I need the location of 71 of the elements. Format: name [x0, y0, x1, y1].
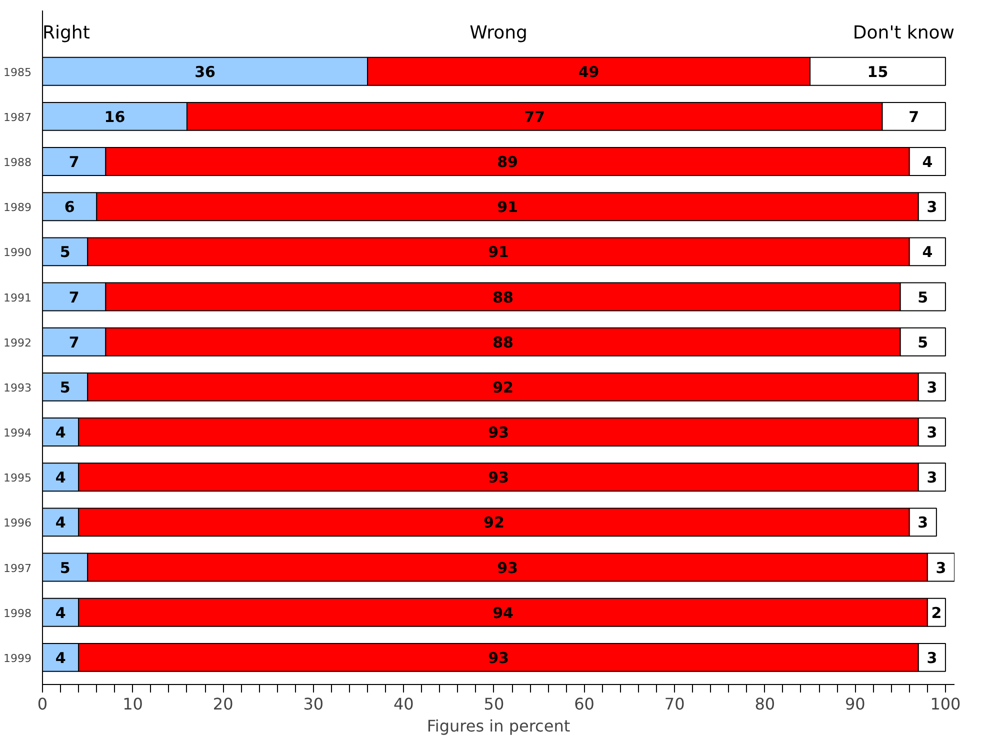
- data-label: 93: [488, 468, 509, 487]
- data-label: 92: [484, 514, 504, 532]
- data-label: 77: [524, 108, 546, 126]
- data-label: 92: [492, 378, 514, 396]
- x-axis-title: Figures in percent: [426, 716, 570, 736]
- data-label: 36: [194, 62, 216, 81]
- series-label: Right: [42, 22, 90, 44]
- data-label: 4: [55, 468, 66, 487]
- y-tick-label: 1991: [4, 291, 32, 304]
- data-label: 7: [908, 108, 920, 126]
- data-label: 94: [492, 604, 514, 622]
- data-label: 93: [497, 558, 518, 577]
- data-label: 93: [488, 424, 509, 442]
- y-tick-label: 1987: [4, 110, 32, 124]
- data-label: 4: [922, 243, 933, 262]
- x-tick-label: 80: [754, 694, 776, 714]
- y-tick-label: 1988: [4, 156, 32, 170]
- data-label: 3: [926, 198, 938, 216]
- y-tick-label: 1992: [4, 336, 32, 350]
- data-label: 49: [578, 62, 600, 81]
- y-tick-label: 1996: [4, 516, 32, 530]
- data-label: 88: [492, 333, 514, 352]
- data-label: 3: [926, 378, 938, 396]
- data-label: 91: [497, 198, 518, 216]
- y-tick-label: 1990: [4, 246, 32, 260]
- x-tick-label: 60: [574, 694, 594, 714]
- data-label: 5: [918, 288, 928, 306]
- data-label: 4: [55, 604, 66, 622]
- data-label: 5: [60, 558, 70, 577]
- x-tick-label: 100: [930, 694, 961, 714]
- y-tick-label: 1999: [4, 652, 32, 665]
- x-tick-label: 30: [303, 694, 324, 714]
- data-label: 93: [488, 648, 509, 667]
- data-label: 5: [60, 243, 70, 262]
- x-tick-label: 50: [484, 694, 504, 714]
- x-tick-label: 70: [664, 694, 685, 714]
- y-tick-label: 1997: [4, 562, 32, 575]
- data-label: 5: [918, 333, 928, 352]
- data-label: 3: [918, 514, 928, 532]
- data-label: 7: [68, 333, 80, 352]
- data-label: 16: [104, 108, 126, 126]
- data-label: 4: [55, 648, 66, 667]
- data-label: 89: [497, 153, 518, 172]
- x-tick-label: 10: [122, 694, 143, 714]
- y-tick-label: 1993: [4, 381, 32, 394]
- series-label: Wrong: [470, 22, 528, 44]
- data-label: 4: [922, 153, 933, 172]
- x-tick-label: 0: [37, 694, 48, 714]
- data-label: 2: [931, 604, 942, 622]
- data-label: 7: [68, 153, 80, 172]
- data-label: 7: [68, 288, 80, 306]
- data-label: 4: [55, 514, 66, 532]
- data-label: 6: [64, 198, 75, 216]
- x-tick-label: 20: [212, 694, 234, 714]
- data-label: 3: [926, 468, 938, 487]
- y-tick-label: 1995: [4, 472, 32, 485]
- x-tick-label: 90: [844, 694, 866, 714]
- data-label: 3: [926, 424, 938, 442]
- data-label: 3: [936, 558, 946, 577]
- data-label: 5: [60, 378, 70, 396]
- data-label: 3: [926, 648, 938, 667]
- y-tick-label: 1994: [4, 426, 32, 440]
- y-tick-label: 1998: [4, 606, 32, 620]
- y-tick-label: 1989: [4, 201, 32, 214]
- data-label: 15: [867, 62, 888, 81]
- x-tick-label: 40: [394, 694, 414, 714]
- y-tick-label: 1985: [4, 66, 32, 79]
- series-label: Don't know: [852, 22, 955, 44]
- data-label: 88: [492, 288, 514, 306]
- data-label: 91: [488, 243, 509, 262]
- data-label: 4: [55, 424, 66, 442]
